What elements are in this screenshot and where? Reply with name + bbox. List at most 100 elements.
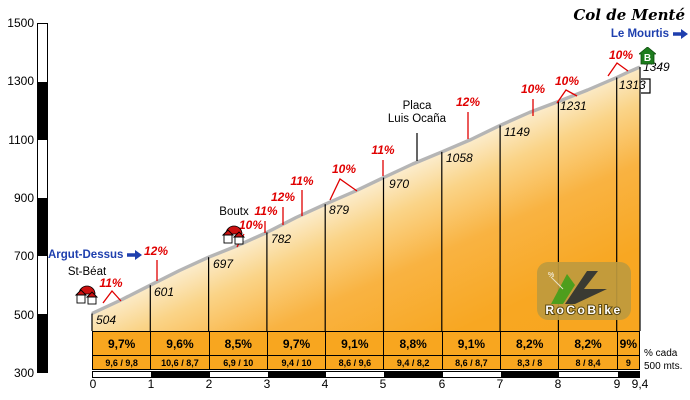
grade-flag-4: 11%: [254, 204, 278, 218]
chart-title: Col de Menté: [573, 6, 685, 24]
elevation-label-km2: 697: [213, 257, 234, 271]
grade-col-final: 9% 9: [617, 332, 639, 369]
x-tick-7: 7: [496, 377, 504, 391]
x-tick-1: 1: [147, 377, 155, 391]
mid-town-label: Boutx: [219, 206, 249, 218]
half-km-grade: 8,6 / 8,7: [455, 357, 488, 368]
elevation-label-km1: 601: [154, 285, 175, 299]
elevation-label-km7: 1149: [504, 125, 530, 139]
right-arrow-icon: [673, 29, 688, 39]
half-km-grade: 9,4 / 8,2: [396, 357, 430, 368]
km-avg-grade: 8,2%: [501, 332, 559, 356]
half-km-grade: 9,4 / 10: [281, 357, 312, 368]
summit-direction: Le Mourtis: [600, 28, 688, 40]
x-axis-segment: [151, 372, 210, 377]
km-avg-grade: 8,5%: [209, 332, 267, 356]
km-avg-grade: 9,1%: [326, 332, 384, 356]
y-tick-300: 300: [13, 366, 34, 380]
half-km-grade: 10,6 / 8,7: [161, 357, 199, 368]
half-km-grade: 6,9 / 10: [223, 357, 254, 368]
x-tick-2: 2: [205, 377, 213, 391]
grade-col-km9: 8,2% 8 / 8,4: [559, 332, 618, 369]
start-direction-label: Argut-Dessus: [48, 249, 124, 261]
grade-footnote: % cada 500 mts.: [644, 348, 682, 373]
grade-col-km7: 9,1% 8,6 / 8,7: [442, 332, 502, 369]
x-tick-9-4: 9,4: [631, 377, 649, 391]
grade-table: 9,7% 9,6 / 9,8 9,6% 10,6 / 8,7 8,5% 6,9 …: [92, 331, 640, 370]
right-arrow-icon: [127, 250, 143, 260]
lodge-icon: B: [639, 47, 656, 65]
y-axis-segment: [38, 82, 47, 140]
x-tick-0: 0: [89, 377, 97, 391]
y-tick-700: 700: [13, 249, 34, 263]
grade-flag-3: 10%: [238, 218, 264, 232]
x-tick-3: 3: [263, 377, 271, 391]
grade-flag-2: 12%: [143, 244, 169, 258]
summit-elevation-bracket: [641, 78, 651, 94]
x-axis-segment: [267, 372, 327, 377]
footnote-line1: % cada: [644, 348, 678, 359]
km-avg-grade: 9,1%: [442, 332, 501, 356]
half-km-grade: 8,6 / 9,6: [338, 357, 372, 368]
grade-col-km3: 8,5% 6,9 / 10: [209, 332, 268, 369]
y-tick-900: 900: [13, 191, 34, 205]
elevation-label-km4: 879: [329, 203, 350, 217]
logo-percent-mark: %: [548, 272, 554, 279]
y-axis-segment: [38, 24, 47, 82]
x-axis-segment: [501, 372, 560, 377]
x-axis-segment: [442, 372, 502, 377]
grade-flag-9: 12%: [455, 95, 481, 109]
y-tick-500: 500: [13, 308, 34, 322]
x-axis-segment: [384, 372, 443, 377]
y-tick-1500: 1500: [7, 16, 34, 30]
elevation-label-km9: 1313: [619, 78, 646, 92]
x-axis-segment: [326, 372, 385, 377]
elevation-label-km0: 504: [96, 313, 117, 327]
y-axis-segment: [38, 314, 47, 373]
grade-col-km4: 9,7% 9,4 / 10: [267, 332, 327, 369]
elevation-label-km5: 970: [389, 177, 410, 191]
km-avg-grade: 8,8%: [384, 332, 442, 356]
y-axis-bar: [37, 23, 48, 373]
elevation-area-fill: [92, 67, 640, 369]
footnote-line2: 500 mts.: [644, 360, 683, 372]
x-axis-segment: [209, 372, 268, 377]
grade-flag-6: 11%: [290, 174, 314, 188]
x-axis-bar: [92, 371, 640, 378]
km-avg-grade: 9%: [617, 332, 639, 356]
logo-mountain-dark: [565, 271, 607, 304]
grade-col-km1: 9,7% 9,6 / 9,8: [93, 332, 152, 369]
x-axis-segment: [93, 372, 152, 377]
monument-label-line1: Placa: [402, 100, 432, 112]
grade-col-km5: 9,1% 8,6 / 9,6: [326, 332, 385, 369]
grade-flag-1: 11%: [99, 276, 123, 290]
grade-flag-7: 10%: [331, 162, 357, 176]
x-tick-5: 5: [379, 377, 387, 391]
village-icon: [74, 285, 99, 305]
y-tick-1100: 1100: [8, 133, 34, 147]
half-km-grade: 9,6 / 9,8: [105, 357, 138, 368]
x-tick-9: 9: [613, 377, 621, 391]
monument-label-line2: Luis Ocaña: [387, 113, 447, 125]
grade-flag-11: 10%: [554, 74, 580, 88]
km-avg-grade: 9,7%: [267, 332, 326, 356]
y-tick-1300: 1300: [7, 74, 34, 88]
grade-flag-5: 12%: [270, 190, 296, 204]
elevation-label-km3: 782: [271, 232, 292, 246]
x-tick-6: 6: [438, 377, 446, 391]
elevation-label-km8: 1231: [560, 99, 587, 113]
km-avg-grade: 9,6%: [151, 332, 209, 356]
x-axis-segment: [617, 372, 639, 377]
village-icon: [221, 225, 246, 245]
start-direction: Argut-Dessus: [48, 249, 143, 261]
y-axis-segment: [38, 256, 47, 314]
grade-col-km6: 8,8% 9,4 / 8,2: [384, 332, 443, 369]
km-avg-grade: 8,2%: [559, 332, 617, 356]
grade-col-km2: 9,6% 10,6 / 8,7: [151, 332, 210, 369]
summit-direction-label: Le Mourtis: [610, 28, 669, 40]
y-axis-segment: [38, 198, 47, 256]
half-km-grade: 9: [625, 357, 631, 368]
half-km-grade: 8 / 8,4: [575, 357, 601, 368]
start-town-label: St-Béat: [67, 266, 107, 278]
